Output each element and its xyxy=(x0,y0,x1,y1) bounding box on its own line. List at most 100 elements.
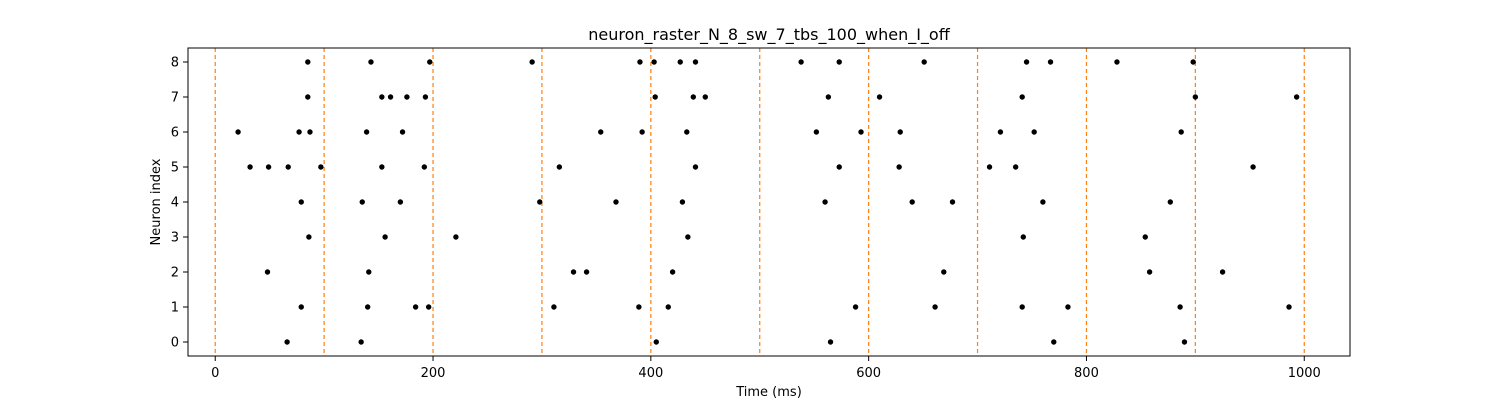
spike-point xyxy=(1114,59,1120,65)
spike-point xyxy=(382,234,388,240)
spike-point xyxy=(387,94,394,100)
spike-point xyxy=(639,129,645,135)
spike-point xyxy=(665,304,671,310)
spike-point xyxy=(822,199,828,205)
spike-point xyxy=(285,164,291,170)
spike-point xyxy=(1047,59,1054,65)
spike-point xyxy=(986,164,993,170)
spike-point xyxy=(358,339,364,345)
spike-point xyxy=(653,339,659,345)
x-tick-label: 0 xyxy=(211,366,219,381)
y-tick-label: 6 xyxy=(171,126,179,141)
spike-point xyxy=(583,269,590,275)
y-tick-label: 2 xyxy=(171,266,179,281)
spike-point xyxy=(1146,269,1153,275)
spike-point xyxy=(427,59,433,65)
spike-point xyxy=(825,94,832,100)
spike-point xyxy=(813,129,820,135)
spike-point xyxy=(997,129,1004,135)
spike-point xyxy=(836,164,842,170)
spike-point xyxy=(598,129,604,135)
spike-point xyxy=(1051,339,1057,345)
spike-point xyxy=(305,59,311,65)
spike-point xyxy=(876,94,883,100)
spike-point xyxy=(897,129,903,135)
spike-point xyxy=(1031,129,1037,135)
spike-point xyxy=(363,129,370,135)
x-tick-label: 1000 xyxy=(1288,366,1321,381)
spike-point xyxy=(397,199,404,205)
spike-point xyxy=(949,199,956,205)
spike-point xyxy=(909,199,915,205)
spike-point xyxy=(412,304,419,310)
spike-point xyxy=(652,94,658,100)
spike-point xyxy=(556,164,563,170)
y-tick-label: 3 xyxy=(171,231,179,246)
spike-point xyxy=(1181,339,1188,345)
y-tick-label: 7 xyxy=(171,91,179,106)
spike-point xyxy=(692,59,699,65)
spike-point xyxy=(637,59,643,65)
spike-point xyxy=(305,94,311,100)
spike-point xyxy=(364,304,371,310)
spike-point xyxy=(685,234,691,240)
spike-point xyxy=(306,234,312,240)
spike-point xyxy=(702,94,708,100)
spike-point xyxy=(1023,59,1030,65)
spike-point xyxy=(1020,234,1026,240)
spike-point xyxy=(1167,199,1174,205)
spike-point xyxy=(368,59,374,65)
spike-point xyxy=(1178,129,1184,135)
spike-point xyxy=(921,59,927,65)
spike-point xyxy=(1190,59,1196,65)
spike-point xyxy=(298,199,304,205)
spike-point xyxy=(1065,304,1071,310)
spike-point xyxy=(941,269,947,275)
y-tick-label: 4 xyxy=(171,196,179,211)
spike-point xyxy=(537,199,543,205)
spike-point xyxy=(318,164,324,170)
spike-point xyxy=(692,164,699,170)
spike-point xyxy=(677,59,683,65)
spike-point xyxy=(1177,304,1183,310)
spike-point xyxy=(264,269,271,275)
spike-point xyxy=(284,339,290,345)
spike-point xyxy=(858,129,864,135)
spike-point xyxy=(679,199,686,205)
spike-point xyxy=(1286,304,1292,310)
spike-point xyxy=(551,304,557,310)
spike-point xyxy=(453,234,459,240)
spike-point xyxy=(379,94,385,100)
spike-point xyxy=(307,129,313,135)
spike-points xyxy=(235,59,1300,345)
spike-point xyxy=(669,269,676,275)
spike-point xyxy=(265,164,272,170)
spike-point xyxy=(421,164,428,170)
spike-point xyxy=(570,269,577,275)
spike-point xyxy=(636,304,642,310)
spike-point xyxy=(1019,304,1025,310)
spike-point xyxy=(1040,199,1046,205)
x-axis-label: Time (ms) xyxy=(735,385,802,400)
spike-point xyxy=(852,304,859,310)
spike-point xyxy=(1019,94,1025,100)
spike-point xyxy=(359,199,365,205)
spike-point xyxy=(896,164,902,170)
spike-point xyxy=(684,129,690,135)
spike-point xyxy=(798,59,804,65)
chart-title: neuron_raster_N_8_sw_7_tbs_100_when_I_of… xyxy=(588,25,950,45)
spike-point xyxy=(651,59,657,65)
y-axis-label: Neuron index xyxy=(149,158,164,245)
spike-point xyxy=(425,304,432,310)
spike-point xyxy=(379,164,385,170)
spike-point xyxy=(529,59,535,65)
spike-point xyxy=(404,94,410,100)
spike-point xyxy=(836,59,842,65)
spike-point xyxy=(1142,234,1148,240)
x-tick-label: 400 xyxy=(638,366,663,381)
spike-point xyxy=(690,94,697,100)
y-tick-label: 0 xyxy=(171,336,179,351)
spike-point xyxy=(1192,94,1199,100)
y-axis-ticks: 0 1 2 3 4 5 6 7 8 xyxy=(171,56,188,351)
